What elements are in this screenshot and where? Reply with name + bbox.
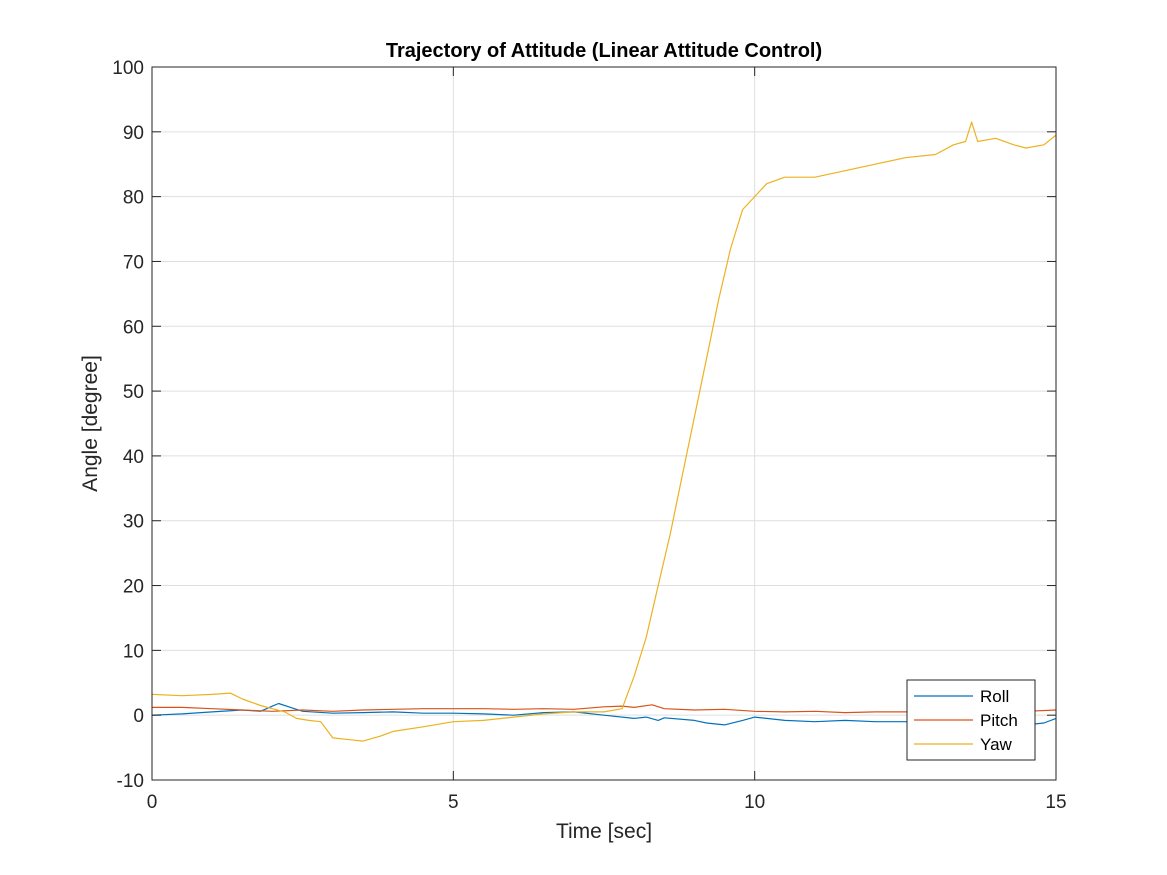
- y-tick-label: 90: [123, 123, 144, 144]
- y-tick-label: 100: [112, 58, 144, 79]
- legend-label-pitch: Pitch: [980, 711, 1018, 730]
- y-tick-label: 60: [123, 317, 144, 338]
- series-line-roll: [151, 702, 1057, 726]
- legend-label-roll: Roll: [980, 687, 1009, 706]
- x-tick-label: 0: [147, 792, 158, 813]
- chart-title: Trajectory of Attitude (Linear Attitude …: [386, 40, 822, 62]
- x-axis-label: Time [sec]: [556, 820, 652, 843]
- y-tick-label: 20: [123, 577, 144, 598]
- x-tick-label: 15: [1045, 792, 1066, 813]
- y-tick-label: 70: [123, 252, 144, 273]
- plot-frame: [151, 66, 1057, 781]
- plot-background: [152, 67, 1056, 780]
- series-line-pitch: [152, 704, 1057, 714]
- legend: Roll Pitch Yaw: [906, 679, 1036, 761]
- y-tick-label: -10: [117, 771, 144, 792]
- x-tick-label: 10: [744, 792, 765, 813]
- y-tick-label: 50: [123, 382, 144, 403]
- legend-label-yaw: Yaw: [980, 735, 1013, 754]
- y-tick-label: 10: [123, 641, 144, 662]
- x-tick-label: 5: [448, 792, 459, 813]
- series-group: [151, 121, 1057, 742]
- y-tick-label: 40: [123, 447, 144, 468]
- y-tick-label: 0: [133, 706, 144, 727]
- grid: [151, 66, 1057, 781]
- y-axis-label: Angle [degree]: [79, 355, 102, 492]
- series-line-yaw: [151, 121, 1057, 742]
- y-tick-label: 30: [123, 512, 144, 533]
- y-tick-label: 80: [123, 188, 144, 209]
